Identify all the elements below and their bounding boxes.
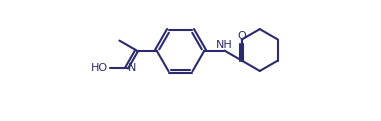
Text: HO: HO [91,63,108,73]
Text: N: N [128,63,136,73]
Text: O: O [237,31,246,41]
Text: NH: NH [216,40,233,49]
